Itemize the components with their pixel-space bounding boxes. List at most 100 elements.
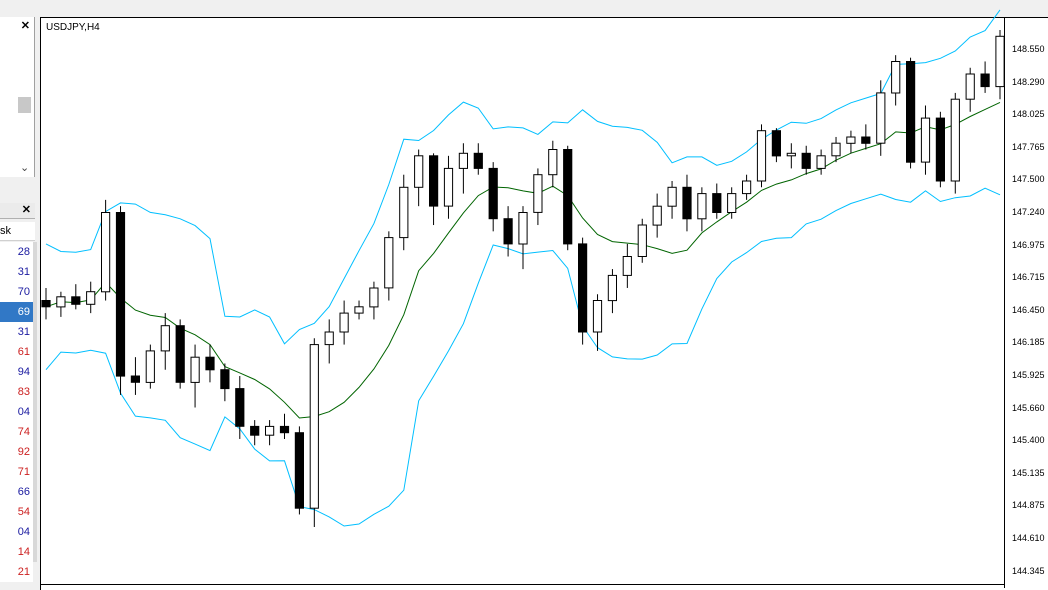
candle-body bbox=[473, 152, 483, 169]
time-axis bbox=[41, 584, 1004, 590]
candle-body bbox=[846, 136, 856, 144]
candle-body bbox=[578, 243, 588, 333]
candle-body bbox=[71, 296, 81, 305]
candle-body bbox=[265, 425, 275, 436]
candle-body bbox=[816, 155, 826, 169]
market-watch-row[interactable]: 04 bbox=[0, 522, 33, 542]
candle-body bbox=[41, 300, 51, 308]
candle-body bbox=[279, 425, 290, 434]
price-tick-label: 144.345 bbox=[1012, 565, 1045, 576]
price-tick-label: 146.975 bbox=[1012, 239, 1045, 250]
market-watch-scrollbar[interactable] bbox=[33, 242, 37, 562]
candle-body bbox=[235, 388, 245, 427]
candle-body bbox=[667, 186, 677, 207]
candle-body bbox=[592, 300, 603, 333]
candle-body bbox=[697, 193, 707, 220]
candle-body bbox=[906, 61, 916, 163]
candle-body bbox=[429, 155, 439, 207]
candle-body bbox=[712, 193, 722, 214]
left-panel: ✕ ⌄ ✕ sk 28 31 70 69 31 61 94 83 04 74 92 71 66 54 04 1… bbox=[0, 0, 37, 589]
price-tick-label: 148.550 bbox=[1012, 44, 1045, 54]
candle-body bbox=[384, 237, 394, 289]
candle-body bbox=[160, 325, 170, 352]
market-watch-row[interactable]: 66 bbox=[0, 482, 33, 502]
price-tick-label: 147.765 bbox=[1012, 141, 1045, 152]
market-watch-row[interactable]: 74 bbox=[0, 422, 33, 442]
candle-body bbox=[294, 432, 304, 509]
scrollbar-thumb[interactable] bbox=[18, 97, 31, 113]
candle-body bbox=[309, 344, 319, 509]
candle-body bbox=[563, 149, 573, 245]
candle-body bbox=[727, 193, 737, 214]
candle-body bbox=[980, 73, 990, 88]
candle-body bbox=[205, 356, 215, 371]
candle-body bbox=[756, 130, 767, 182]
candle-body bbox=[965, 73, 975, 100]
candle-body bbox=[130, 375, 141, 383]
price-tick-label: 148.290 bbox=[1012, 76, 1045, 87]
navigator-panel: ✕ ⌄ bbox=[0, 17, 35, 177]
candle-body bbox=[339, 312, 349, 333]
price-tick-label: 146.185 bbox=[1012, 337, 1045, 348]
candle-body bbox=[518, 212, 528, 245]
candle-body bbox=[86, 291, 96, 305]
market-watch-row[interactable]: 54 bbox=[0, 502, 33, 522]
market-watch-row[interactable]: 04 bbox=[0, 402, 33, 422]
candle-body bbox=[414, 155, 424, 188]
column-header-ask[interactable]: sk bbox=[0, 222, 35, 241]
candle-body bbox=[548, 149, 558, 176]
candle-body bbox=[801, 152, 811, 169]
candle-body bbox=[503, 218, 513, 245]
candle-body bbox=[607, 274, 617, 302]
candle-body bbox=[876, 92, 886, 144]
candle-body bbox=[190, 356, 200, 383]
market-watch-list: 28 31 70 69 31 61 94 83 04 74 92 71 66 54 04 14 21 bbox=[0, 242, 33, 582]
market-watch-row[interactable]: 14 bbox=[0, 542, 33, 562]
candle-body bbox=[622, 256, 632, 276]
market-watch-row[interactable]: 31 bbox=[0, 322, 33, 342]
candle-body bbox=[637, 224, 647, 257]
market-watch-row[interactable]: 94 bbox=[0, 362, 33, 382]
candle-body bbox=[995, 35, 1005, 88]
price-tick-label: 147.240 bbox=[1012, 207, 1045, 217]
candle-body bbox=[682, 186, 692, 220]
candle-body bbox=[56, 296, 66, 308]
candle-body bbox=[101, 212, 111, 293]
close-icon[interactable]: ✕ bbox=[20, 20, 30, 32]
candle-body bbox=[891, 61, 901, 94]
candle-body bbox=[786, 152, 796, 157]
market-watch-row[interactable]: 71 bbox=[0, 462, 33, 482]
price-tick-label: 145.135 bbox=[1012, 467, 1045, 478]
candle-body bbox=[771, 130, 781, 157]
candle-body bbox=[920, 117, 931, 163]
candle-body bbox=[458, 152, 468, 169]
market-watch-header: ✕ bbox=[0, 203, 35, 219]
candle-body bbox=[443, 167, 454, 207]
candle-body bbox=[861, 136, 871, 144]
candle-body bbox=[175, 325, 185, 383]
market-watch-row[interactable]: 31 bbox=[0, 262, 33, 282]
candle-body bbox=[250, 425, 260, 436]
market-watch-row[interactable]: 70 bbox=[0, 282, 33, 302]
candle-body bbox=[369, 287, 379, 308]
candle-body bbox=[115, 212, 126, 377]
candle-body bbox=[488, 167, 498, 220]
market-watch-row[interactable]: 61 bbox=[0, 342, 33, 362]
price-tick-label: 144.875 bbox=[1012, 500, 1045, 511]
chevron-down-icon[interactable]: ⌄ bbox=[20, 162, 30, 174]
candle-body bbox=[950, 98, 960, 182]
market-watch-row[interactable]: 28 bbox=[0, 242, 33, 262]
candle-body bbox=[324, 331, 334, 346]
market-watch-row[interactable]: 83 bbox=[0, 382, 33, 402]
market-watch-row[interactable]: 21 bbox=[0, 562, 33, 582]
market-watch-row[interactable]: 92 bbox=[0, 442, 33, 462]
candle-body bbox=[399, 186, 409, 239]
candle-body bbox=[145, 350, 155, 383]
market-watch-row[interactable]: 69 bbox=[0, 302, 33, 322]
middle-band-line bbox=[45, 101, 1001, 419]
close-icon[interactable]: ✕ bbox=[21, 204, 31, 216]
price-tick-label: 146.450 bbox=[1012, 304, 1045, 315]
candle-body bbox=[831, 142, 841, 157]
candle-body bbox=[354, 306, 364, 314]
